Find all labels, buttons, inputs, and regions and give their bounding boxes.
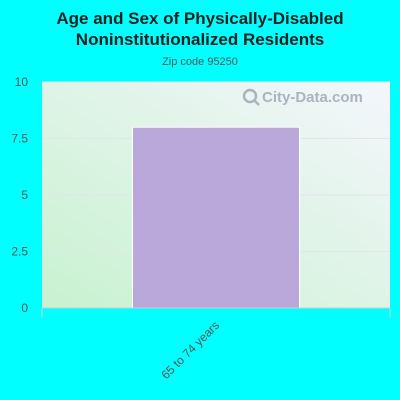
y-tick-label: 5 xyxy=(21,188,28,202)
chart-title-line-2: Noninstitutionalized Residents xyxy=(75,30,325,49)
bars xyxy=(131,126,301,309)
chart-title-line-1: Age and Sex of Physically-Disabled xyxy=(56,9,344,28)
watermark: City-Data.com xyxy=(242,88,363,106)
y-tick-label: 7.5 xyxy=(11,132,28,146)
watermark-magnifier-icon xyxy=(242,88,258,104)
y-tick-label: 0 xyxy=(21,301,28,315)
chart-title: Age and Sex of Physically-Disabled Nonin… xyxy=(0,8,400,50)
watermark-magnifier-handle xyxy=(253,99,260,106)
y-tick-label: 10 xyxy=(15,75,29,89)
chart-subtitle: Zip code 95250 xyxy=(162,56,238,68)
y-tick-label: 2.5 xyxy=(11,245,28,259)
watermark-text: City-Data.com xyxy=(262,89,363,106)
chart-header: Age and Sex of Physically-Disabled Nonin… xyxy=(0,8,400,68)
y-axis: 0 2.5 5 7.5 10 xyxy=(11,75,28,315)
bar-65-to-74-years xyxy=(131,126,301,309)
x-axis: 65 to 74 years xyxy=(41,307,391,382)
x-tick-label: 65 to 74 years xyxy=(158,318,222,382)
